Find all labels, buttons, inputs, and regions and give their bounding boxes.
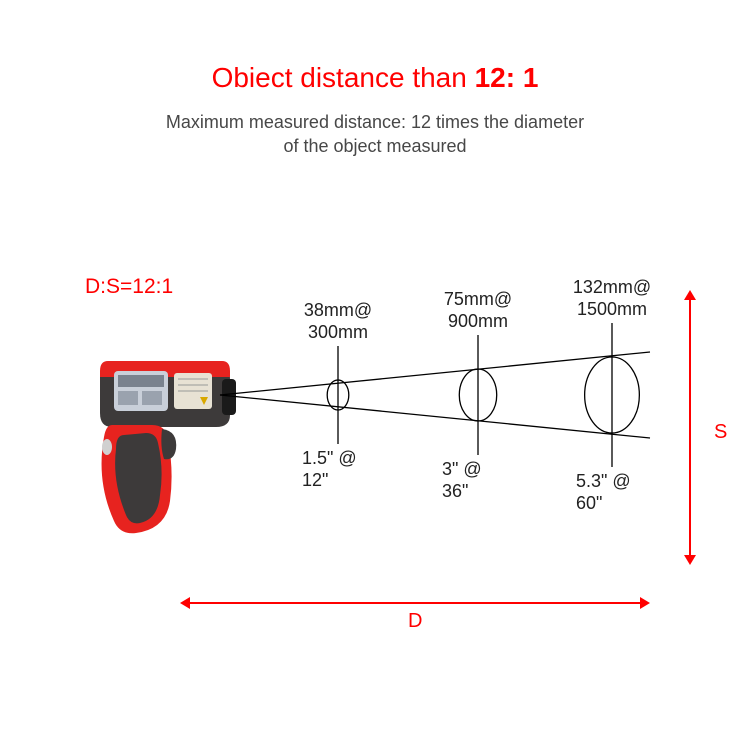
measurement-in-label: 3" @36" xyxy=(442,459,514,503)
in-spot: 5.3" @ xyxy=(576,471,631,491)
in-dist: 60" xyxy=(576,493,602,513)
measurement-in-label: 5.3" @60" xyxy=(576,471,648,515)
s-label: S xyxy=(714,421,727,444)
subtitle: Maximum measured distance: 12 times the … xyxy=(0,110,750,159)
mm-dist: 1500mm xyxy=(577,299,647,319)
measurement-mm-label: 132mm@1500mm xyxy=(570,277,654,321)
measurement-mm-label: 38mm@300mm xyxy=(296,300,380,344)
mm-dist: 900mm xyxy=(448,311,508,331)
mm-dist: 300mm xyxy=(308,322,368,342)
mm-spot: 132mm@ xyxy=(573,277,651,297)
d-label: D xyxy=(408,610,422,633)
measurement-mm-label: 75mm@900mm xyxy=(436,289,520,333)
diagram-container: D:S=12:1 38mm@300mm1.5" @12"75mm@900mm3"… xyxy=(0,265,750,655)
subtitle-line1: Maximum measured distance: 12 times the … xyxy=(166,112,584,132)
title: Obiect distance than 12: 1 xyxy=(0,0,750,94)
mm-spot: 75mm@ xyxy=(444,289,512,309)
in-spot: 1.5" @ xyxy=(302,448,357,468)
in-dist: 36" xyxy=(442,481,468,501)
title-bold: 12: 1 xyxy=(475,62,539,93)
mm-spot: 38mm@ xyxy=(304,300,372,320)
in-spot: 3" @ xyxy=(442,459,482,479)
subtitle-line2: of the object measured xyxy=(283,136,466,156)
measurement-in-label: 1.5" @12" xyxy=(302,448,374,492)
title-prefix: Obiect distance than xyxy=(212,62,475,93)
in-dist: 12" xyxy=(302,470,328,490)
